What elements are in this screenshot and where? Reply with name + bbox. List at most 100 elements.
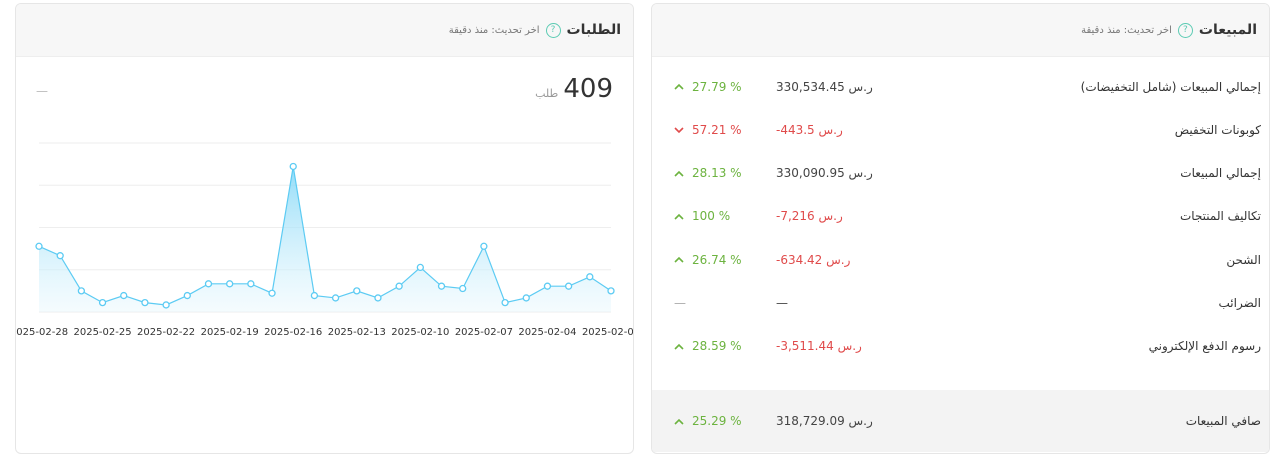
trend-arrow (674, 83, 684, 90)
arrow-path (674, 418, 684, 425)
change-text: 57.21 % (692, 122, 742, 137)
change-text: 26.74 % (692, 252, 742, 267)
row-label: كوبونات التخفيض (1174, 122, 1261, 137)
row-amount: -634.42 ر.س (776, 252, 851, 267)
sales-row: صافي المبيعات 318,729.09 ر.س 25.29 % (652, 390, 1269, 452)
row-label: الضرائب (1218, 296, 1261, 310)
row-amount: — (776, 296, 788, 310)
point (98, 298, 107, 307)
x-tick-label: 2025-02-10 (391, 327, 449, 338)
help-icon[interactable]: ? (545, 22, 561, 38)
orders-count: 409 (563, 74, 613, 104)
orders-total: 409 طلب (535, 74, 613, 104)
point (289, 162, 297, 171)
orders-header: الطلبات ? اخر تحديث: منذ دقيقة (16, 4, 633, 57)
arrow-path (674, 83, 684, 90)
change-text: 28.59 % (692, 339, 742, 354)
point (331, 294, 340, 302)
updated-note: اخر تحديث: منذ دقيقة (1081, 24, 1172, 36)
row-amount: -7,216 ر.س (776, 209, 843, 224)
trend-arrow (674, 418, 684, 425)
card-title: المبيعات (1198, 22, 1257, 38)
orders-unit: طلب (535, 87, 559, 100)
trend-arrow (674, 213, 684, 220)
change-text: 28.13 % (692, 166, 742, 181)
point (204, 280, 213, 288)
point (607, 287, 615, 295)
row-label: رسوم الدفع الإلكتروني (1148, 339, 1261, 354)
trend-arrow (674, 343, 684, 350)
row-amount: 318,729.09 ر.س (776, 414, 873, 428)
row-amount: 330,534.45 ر.س (776, 79, 873, 94)
row-amount: -3,511.44 ر.س (776, 339, 862, 354)
trend-arrow (674, 127, 684, 134)
point (56, 252, 64, 260)
row-amount: 330,090.95 ر.س (776, 166, 873, 181)
point (459, 284, 467, 293)
point (586, 273, 594, 281)
orders-change: — (36, 84, 48, 98)
sales-header: المبيعات ? اخر تحديث: منذ دقيقة (652, 4, 1269, 57)
point (247, 280, 255, 288)
row-change: 100 % (674, 209, 730, 223)
row-change: 57.21 % (674, 123, 742, 137)
row-label: إجمالي المبيعات (شامل التخفيضات) (1080, 79, 1261, 94)
point (310, 291, 319, 300)
sales-row: إجمالي المبيعات (شامل التخفيضات) 330,534.… (652, 65, 1269, 108)
point (77, 287, 86, 295)
x-tick-label: 2025-02-22 (137, 327, 195, 338)
arrow-path (674, 343, 684, 350)
point (416, 263, 424, 272)
sales-row: كوبونات التخفيض -443.5 ر.س 57.21 % (652, 108, 1269, 151)
point (437, 282, 446, 290)
x-tick-label: 2025-02-01 (582, 327, 633, 338)
point (162, 301, 170, 309)
sales-row: تكاليف المنتجات -7,216 ر.س 100 % (652, 195, 1269, 238)
point (564, 282, 573, 290)
point (120, 291, 128, 300)
row-label: صافي المبيعات (1185, 414, 1261, 428)
change-text: — (674, 296, 686, 310)
point (522, 294, 530, 302)
help-icon[interactable]: ? (1177, 22, 1193, 38)
change-text: 27.79 % (692, 79, 742, 94)
arrow-path (674, 257, 684, 263)
x-tick-label: 2025-02-13 (328, 327, 386, 338)
sales-row: إجمالي المبيعات 330,090.95 ر.س 28.13 % (652, 152, 1269, 195)
point (501, 298, 509, 307)
row-change: 25.29 % (674, 414, 742, 428)
point (353, 287, 361, 295)
point (268, 289, 276, 297)
arrow-path (674, 170, 684, 177)
point (480, 242, 488, 250)
row-change: 28.13 % (674, 166, 742, 180)
sales-card: المبيعات ? اخر تحديث: منذ دقيقة إجمالي ا… (651, 3, 1270, 454)
sales-row: الشحن -634.42 ر.س 26.74 % (652, 238, 1269, 281)
row-label: إجمالي المبيعات (1180, 166, 1261, 181)
row-change: 28.59 % (674, 339, 742, 353)
row-change: 27.79 % (674, 80, 742, 94)
row-amount: -443.5 ر.س (776, 122, 843, 137)
x-tick-label: 2025-02-04 (518, 327, 576, 338)
x-tick-label: 2025-02-07 (455, 327, 513, 338)
point (141, 298, 149, 307)
point (543, 282, 552, 290)
point (226, 280, 234, 288)
sales-row: رسوم الدفع الإلكتروني -3,511.44 ر.س 28.59 … (652, 325, 1269, 368)
point (374, 294, 382, 302)
orders-card: الطلبات ? اخر تحديث: منذ دقيقة 409 طلب —… (15, 3, 634, 454)
trend-arrow (674, 257, 684, 263)
point (183, 291, 191, 300)
area (39, 166, 611, 312)
x-tick-label: 2025-02-25 (73, 327, 131, 338)
change-text: 25.29 % (692, 414, 742, 428)
change-text: 100 % (692, 209, 731, 224)
row-label: الشحن (1226, 252, 1261, 267)
row-change: — (674, 296, 686, 310)
row-label: تكاليف المنتجات (1179, 209, 1261, 224)
x-tick-label: 2025-02-16 (264, 327, 322, 338)
x-tick-label: 2025-02-28 (16, 327, 68, 338)
card-title: الطلبات (566, 22, 621, 38)
